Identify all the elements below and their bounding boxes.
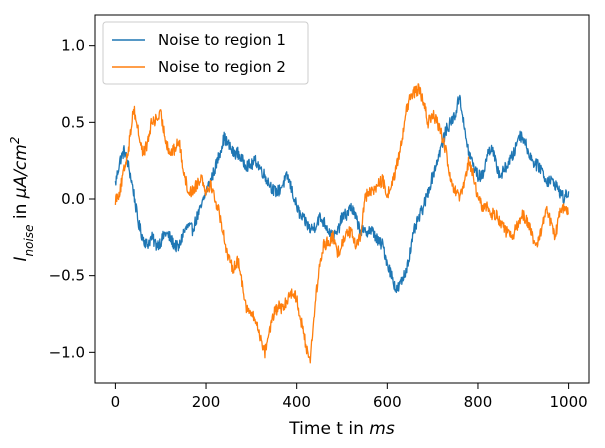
y-axis: −1.0 −0.5 0.0 0.5 1.0: [49, 37, 95, 361]
x-axis: 0 200 400 600 800 1000: [111, 383, 588, 411]
y-tick-label: 0.0: [61, 190, 85, 208]
y-tick-label: 0.5: [61, 113, 85, 131]
legend-label-region-1: Noise to region 1: [158, 31, 286, 49]
legend: Noise to region 1 Noise to region 2: [102, 21, 309, 85]
x-tick-label: 1000: [550, 393, 588, 411]
series-line-region-1: [114, 94, 570, 294]
y-tick-label: −0.5: [49, 267, 85, 285]
x-axis-label: Time t in ms: [288, 419, 395, 439]
y-tick-label: −1.0: [49, 343, 85, 361]
series-layer: [114, 83, 570, 364]
y-tick-label: 1.0: [61, 37, 85, 55]
x-tick-label: 400: [282, 393, 311, 411]
x-tick-label: 800: [464, 393, 493, 411]
legend-label-region-2: Noise to region 2: [158, 58, 286, 76]
x-tick-label: 0: [111, 393, 121, 411]
x-tick-label: 200: [192, 393, 221, 411]
legend-box: [102, 21, 309, 85]
y-axis-label: Inoise in μA/cm2: [8, 137, 36, 262]
series-line-region-2: [114, 83, 570, 364]
x-tick-label: 600: [373, 393, 402, 411]
